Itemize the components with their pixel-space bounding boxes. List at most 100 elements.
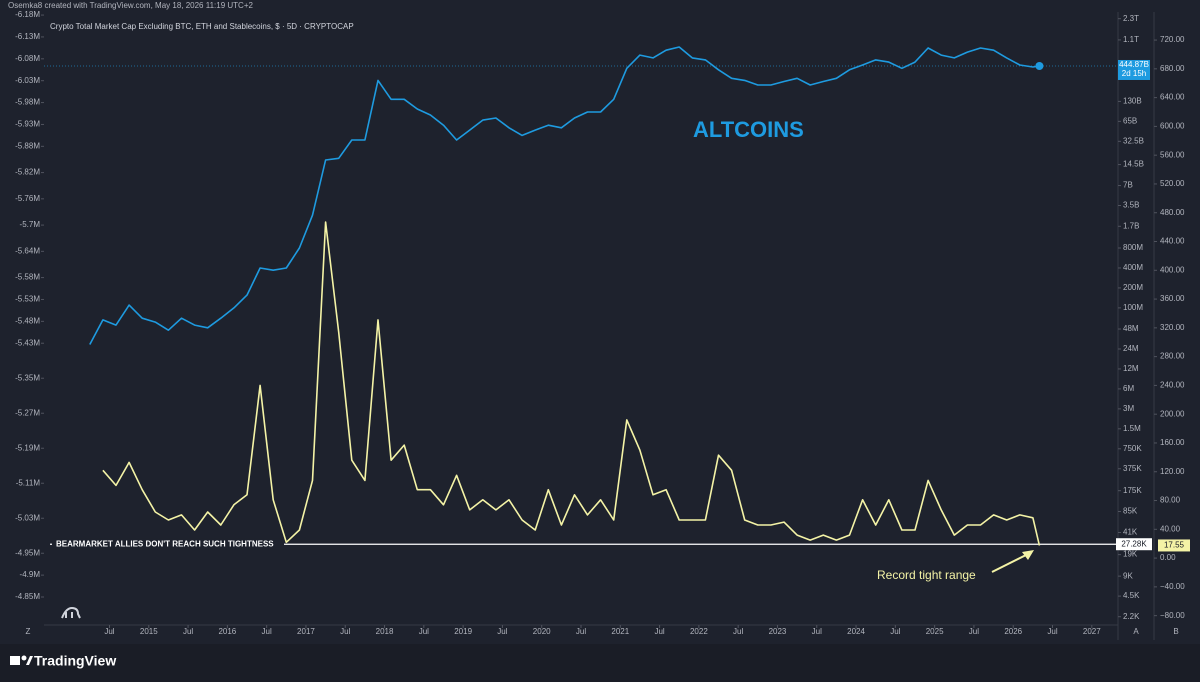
y2-tick-label: 6M: [1123, 384, 1134, 393]
y-tick-label: 200.00: [1160, 409, 1185, 418]
x-tick-label: 2017: [297, 627, 315, 636]
y2-tick-label: 200M: [1123, 283, 1143, 292]
y2-tick-label: 65B: [1123, 116, 1137, 125]
x-tick-label: 2021: [611, 627, 629, 636]
x-tick-label: Jul: [497, 627, 507, 636]
price-label-bg: [1116, 538, 1152, 551]
y3-tick-label: -6.08M: [15, 54, 40, 63]
annotation-bg: [52, 538, 284, 550]
y3-tick-label: -5.11M: [16, 478, 41, 487]
x-tick-label: Jul: [419, 627, 429, 636]
x-tick-label: 2019: [454, 627, 472, 636]
y2-tick-label: 48M: [1123, 324, 1139, 333]
y3-tick-label: -5.88M: [15, 141, 40, 150]
y2-tick-label: 375K: [1123, 464, 1142, 473]
price-label-bg: [1118, 59, 1150, 80]
y2-tick-label: 3M: [1123, 404, 1134, 413]
x-tick-label: 2020: [533, 627, 551, 636]
y-tick-label: 680.00: [1160, 64, 1185, 73]
y2-tick-label: 1.7B: [1123, 221, 1139, 230]
y2-tick-label: 14.5B: [1123, 160, 1144, 169]
y2-tick-label: 7B: [1123, 181, 1133, 190]
y3-tick-label: -4.9M: [20, 570, 41, 579]
y-tick-label: 360.00: [1160, 294, 1185, 303]
y3-tick-label: -5.48M: [15, 316, 40, 325]
y-tick-label: 720.00: [1160, 35, 1185, 44]
y3-tick-label: -6.18M: [15, 10, 40, 19]
x-tick-label: 2023: [769, 627, 787, 636]
x-tick-label: 2018: [376, 627, 394, 636]
price-label: 17.55: [1164, 541, 1185, 550]
chart-title: Crypto Total Market Cap Excluding BTC, E…: [50, 22, 354, 31]
y2-tick-label: 1.1T: [1123, 35, 1139, 44]
y2-tick-label: 100M: [1123, 303, 1143, 312]
x-tick-label: Jul: [183, 627, 193, 636]
y2-tick-label: 4.5K: [1123, 591, 1140, 600]
countdown: 2d 15h: [1122, 69, 1146, 78]
y2-tick-label: 2.2K: [1123, 612, 1140, 621]
price-label: 444.87B: [1119, 60, 1149, 69]
logo-mark: [26, 656, 33, 665]
y-tick-label: 560.00: [1160, 150, 1185, 159]
footer-bar: [0, 644, 1200, 682]
y3-tick-label: -6.03M: [15, 76, 40, 85]
y-tick-label: 0.00: [1160, 553, 1176, 562]
y-tick-label: −40.00: [1160, 582, 1185, 591]
y2-tick-label: 2.3T: [1123, 14, 1139, 23]
x-tick-label: Jul: [262, 627, 272, 636]
y3-tick-label: -5.64M: [15, 246, 40, 255]
series-line: [102, 221, 1041, 546]
y2-tick-label: 175K: [1123, 486, 1142, 495]
y2-tick-label: 32.5B: [1123, 136, 1144, 145]
price-label: 27.28K: [1121, 539, 1147, 548]
x-tick-label: 2027: [1083, 627, 1101, 636]
y2-tick-label: 19K: [1123, 550, 1138, 559]
logo-mark: [61, 606, 81, 619]
x-tick-label: Jul: [890, 627, 900, 636]
arrow: [991, 552, 1031, 573]
series-line: [89, 46, 1040, 345]
x-tick-label: 2015: [140, 627, 158, 636]
x-tick-label: 2025: [926, 627, 944, 636]
axis-badge: Z: [26, 627, 31, 636]
y2-tick-label: 41K: [1123, 528, 1138, 537]
y3-tick-label: -5.58M: [15, 273, 40, 282]
y2-tick-label: 85K: [1123, 507, 1138, 516]
annotation: BEARMARKET ALLIES DON'T REACH SUCH TIGHT…: [56, 539, 274, 548]
y-tick-label: 600.00: [1160, 122, 1185, 131]
x-tick-label: Jul: [1047, 627, 1057, 636]
y-tick-label: 120.00: [1160, 467, 1185, 476]
price-label-bg: [1158, 539, 1190, 552]
y2-tick-label: 3.5B: [1123, 201, 1139, 210]
x-tick-label: 2026: [1004, 627, 1022, 636]
annotation: Record tight range: [877, 568, 976, 582]
x-tick-label: Jul: [969, 627, 979, 636]
y3-tick-label: -5.82M: [15, 168, 40, 177]
y2-tick-label: 800M: [1123, 243, 1143, 252]
y3-tick-label: -5.03M: [15, 513, 40, 522]
y-tick-label: 280.00: [1160, 352, 1185, 361]
x-tick-label: Jul: [576, 627, 586, 636]
y3-tick-label: -5.43M: [15, 338, 40, 347]
arrow-head: [1022, 550, 1034, 560]
y3-tick-label: -5.19M: [15, 443, 40, 452]
y2-tick-label: 130B: [1123, 97, 1142, 106]
y2-tick-label: 12M: [1123, 364, 1139, 373]
y3-tick-label: -6.13M: [15, 32, 40, 41]
y3-tick-label: -5.7M: [20, 220, 41, 229]
y3-tick-label: -4.85M: [15, 592, 40, 601]
logo: TradingView: [10, 606, 116, 669]
footer-brand: TradingView: [34, 653, 116, 669]
y2-tick-label: 9K: [1123, 571, 1133, 580]
header: Osemka8 created with TradingView.com, Ma…: [8, 1, 253, 10]
y-tick-label: 160.00: [1160, 438, 1185, 447]
x-tick-label: 2022: [690, 627, 708, 636]
y-tick-label: 40.00: [1160, 524, 1181, 533]
y-tick-label: 320.00: [1160, 323, 1185, 332]
logo-mark: [10, 656, 20, 665]
x-tick-label: Jul: [812, 627, 822, 636]
y-tick-label: 480.00: [1160, 208, 1185, 217]
x-tick-label: Jul: [104, 627, 114, 636]
y-tick-label: 520.00: [1160, 179, 1185, 188]
